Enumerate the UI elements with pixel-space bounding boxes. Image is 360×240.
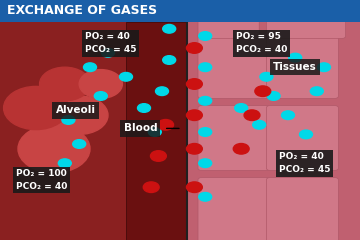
Text: EXCHANGE OF GASES: EXCHANGE OF GASES <box>7 4 157 17</box>
FancyBboxPatch shape <box>0 0 360 22</box>
Circle shape <box>73 140 86 148</box>
Circle shape <box>40 67 90 101</box>
Text: Tissues: Tissues <box>273 62 317 72</box>
Circle shape <box>148 128 161 136</box>
Circle shape <box>94 92 107 100</box>
Circle shape <box>58 159 71 168</box>
Text: PO₂ = 95
PCO₂ = 40: PO₂ = 95 PCO₂ = 40 <box>236 32 287 54</box>
FancyBboxPatch shape <box>266 19 346 38</box>
Circle shape <box>255 86 271 96</box>
FancyBboxPatch shape <box>198 19 259 38</box>
FancyBboxPatch shape <box>0 22 187 240</box>
Circle shape <box>260 72 273 81</box>
Circle shape <box>310 87 323 96</box>
Circle shape <box>233 144 249 154</box>
Circle shape <box>244 110 260 120</box>
Text: Alveoli: Alveoli <box>55 105 96 115</box>
Circle shape <box>138 104 150 112</box>
Circle shape <box>199 128 212 136</box>
Text: PO₂ = 40
PCO₂ = 45: PO₂ = 40 PCO₂ = 45 <box>85 32 136 54</box>
Circle shape <box>18 125 90 173</box>
Circle shape <box>186 43 202 53</box>
FancyBboxPatch shape <box>126 22 187 240</box>
FancyBboxPatch shape <box>198 178 270 240</box>
Circle shape <box>318 63 330 72</box>
Circle shape <box>50 96 108 134</box>
Circle shape <box>4 86 68 130</box>
FancyBboxPatch shape <box>266 34 338 98</box>
Text: PO₂ = 40
PCO₂ = 45: PO₂ = 40 PCO₂ = 45 <box>279 152 330 174</box>
Circle shape <box>186 144 202 154</box>
FancyBboxPatch shape <box>266 178 338 240</box>
Circle shape <box>235 104 248 112</box>
Circle shape <box>199 32 212 40</box>
Circle shape <box>120 72 132 81</box>
Circle shape <box>300 130 312 139</box>
Circle shape <box>186 182 202 192</box>
Circle shape <box>289 53 302 62</box>
FancyBboxPatch shape <box>187 22 360 240</box>
Circle shape <box>79 70 122 98</box>
FancyBboxPatch shape <box>198 34 270 98</box>
Circle shape <box>267 92 280 100</box>
FancyBboxPatch shape <box>198 106 270 170</box>
FancyBboxPatch shape <box>266 106 338 170</box>
Circle shape <box>282 111 294 120</box>
Circle shape <box>143 182 159 192</box>
Circle shape <box>186 79 202 89</box>
Circle shape <box>199 63 212 72</box>
Circle shape <box>199 159 212 168</box>
Circle shape <box>84 63 96 72</box>
Circle shape <box>158 120 174 130</box>
Circle shape <box>163 24 176 33</box>
Circle shape <box>253 120 266 129</box>
Circle shape <box>156 87 168 96</box>
Text: Blood: Blood <box>123 123 157 133</box>
Text: PO₂ = 100
PCO₂ = 40: PO₂ = 100 PCO₂ = 40 <box>16 169 68 191</box>
Circle shape <box>163 56 176 64</box>
Circle shape <box>62 116 75 124</box>
Circle shape <box>199 96 212 105</box>
Circle shape <box>186 110 202 120</box>
Circle shape <box>199 192 212 201</box>
Circle shape <box>150 151 166 161</box>
Circle shape <box>102 48 114 57</box>
